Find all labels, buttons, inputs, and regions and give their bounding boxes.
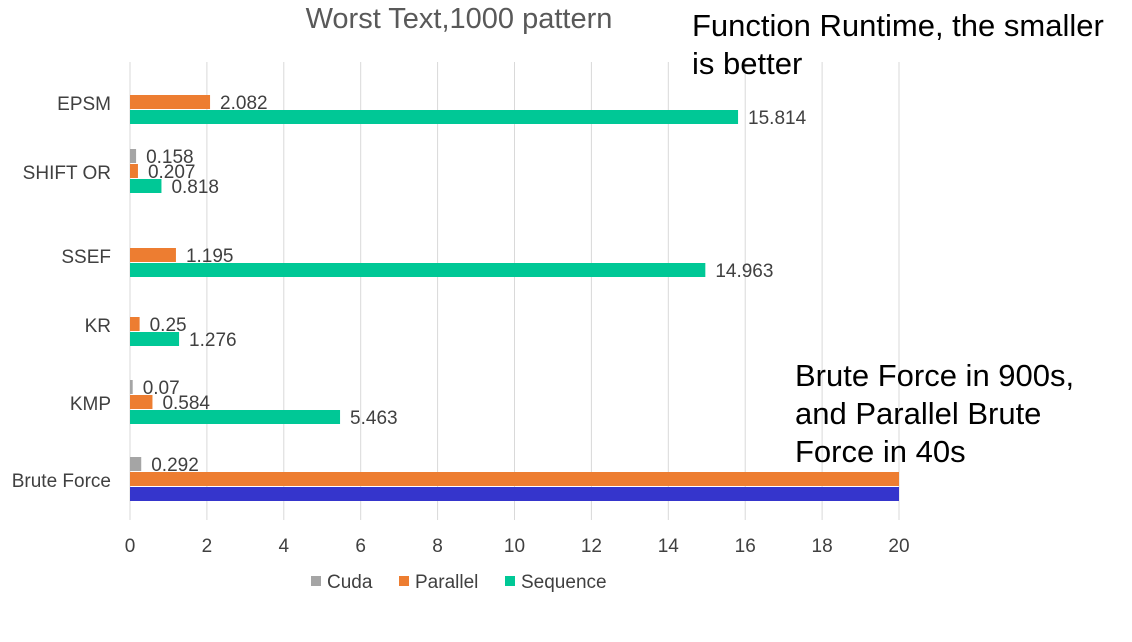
- bar-cuda-brute-force: [130, 457, 142, 471]
- x-tick-label-18: 18: [812, 536, 833, 557]
- bar-cuda-shift-or: [130, 149, 137, 163]
- bar-sequence-kmp: [130, 410, 341, 424]
- y-category-label-kr: KR: [85, 316, 111, 337]
- x-tick-label-6: 6: [355, 536, 366, 557]
- x-tick-label-12: 12: [581, 536, 602, 557]
- data-label-cuda-shift-or: 0.158: [146, 147, 194, 168]
- legend-label-sequence: Sequence: [521, 572, 607, 593]
- bar-sequence-shift-or: [130, 179, 162, 193]
- data-label-cuda-kmp: 0.07: [143, 378, 180, 399]
- x-tick-label-2: 2: [202, 536, 213, 557]
- y-category-label-kmp: KMP: [70, 394, 111, 415]
- bar-parallel-kmp: [130, 395, 153, 409]
- bar-parallel-kr: [130, 317, 140, 331]
- bar-cuda-kmp: [130, 380, 133, 394]
- legend-label-cuda: Cuda: [327, 572, 373, 593]
- x-tick-label-16: 16: [735, 536, 756, 557]
- data-label-parallel-kr: 0.25: [150, 315, 187, 336]
- data-label-sequence-ssef: 14.963: [715, 261, 773, 282]
- x-tick-label-20: 20: [888, 536, 909, 557]
- bar-parallel-shift-or: [130, 164, 138, 178]
- x-tick-label-14: 14: [658, 536, 680, 557]
- y-category-label-shift-or: SHIFT OR: [23, 163, 111, 184]
- data-label-cuda-brute-force: 0.292: [151, 455, 199, 476]
- x-tick-label-0: 0: [125, 536, 136, 557]
- legend-swatch-cuda: [311, 576, 321, 586]
- y-category-label-brute-force: Brute Force: [12, 471, 111, 492]
- x-tick-label-4: 4: [279, 536, 290, 557]
- annotation-brute-force-note: Brute Force in 900s, and Parallel Brute …: [795, 358, 1075, 469]
- bar-parallel-epsm: [130, 95, 211, 109]
- bar-sequence-kr: [130, 332, 180, 346]
- data-label-parallel-ssef: 1.195: [186, 246, 234, 267]
- x-tick-label-10: 10: [504, 536, 525, 557]
- data-label-sequence-kmp: 5.463: [350, 408, 398, 429]
- bar-sequence-ssef: [130, 263, 706, 277]
- y-category-label-epsm: EPSM: [57, 94, 111, 115]
- bar-parallel-brute-force: [130, 472, 899, 486]
- data-label-sequence-epsm: 15.814: [748, 108, 807, 129]
- data-label-parallel-kmp: 0.584: [162, 393, 210, 414]
- bar-parallel-ssef: [130, 248, 176, 262]
- data-label-parallel-epsm: 2.082: [220, 93, 268, 114]
- bar-sequence-epsm: [130, 110, 739, 124]
- x-tick-label-8: 8: [432, 536, 443, 557]
- legend-swatch-sequence: [505, 576, 515, 586]
- data-label-sequence-kr: 1.276: [189, 330, 237, 351]
- y-category-label-ssef: SSEF: [61, 247, 111, 268]
- bar-sequence-brute-force: [130, 487, 899, 501]
- data-label-sequence-shift-or: 0.818: [171, 177, 219, 198]
- data-label-parallel-shift-or: 0.207: [148, 162, 196, 183]
- legend-swatch-parallel: [399, 576, 409, 586]
- annotation-runtime-note: Function Runtime, the smaller is better: [692, 8, 1104, 81]
- chart-title: Worst Text,1000 pattern: [306, 3, 613, 35]
- legend-label-parallel: Parallel: [415, 572, 478, 593]
